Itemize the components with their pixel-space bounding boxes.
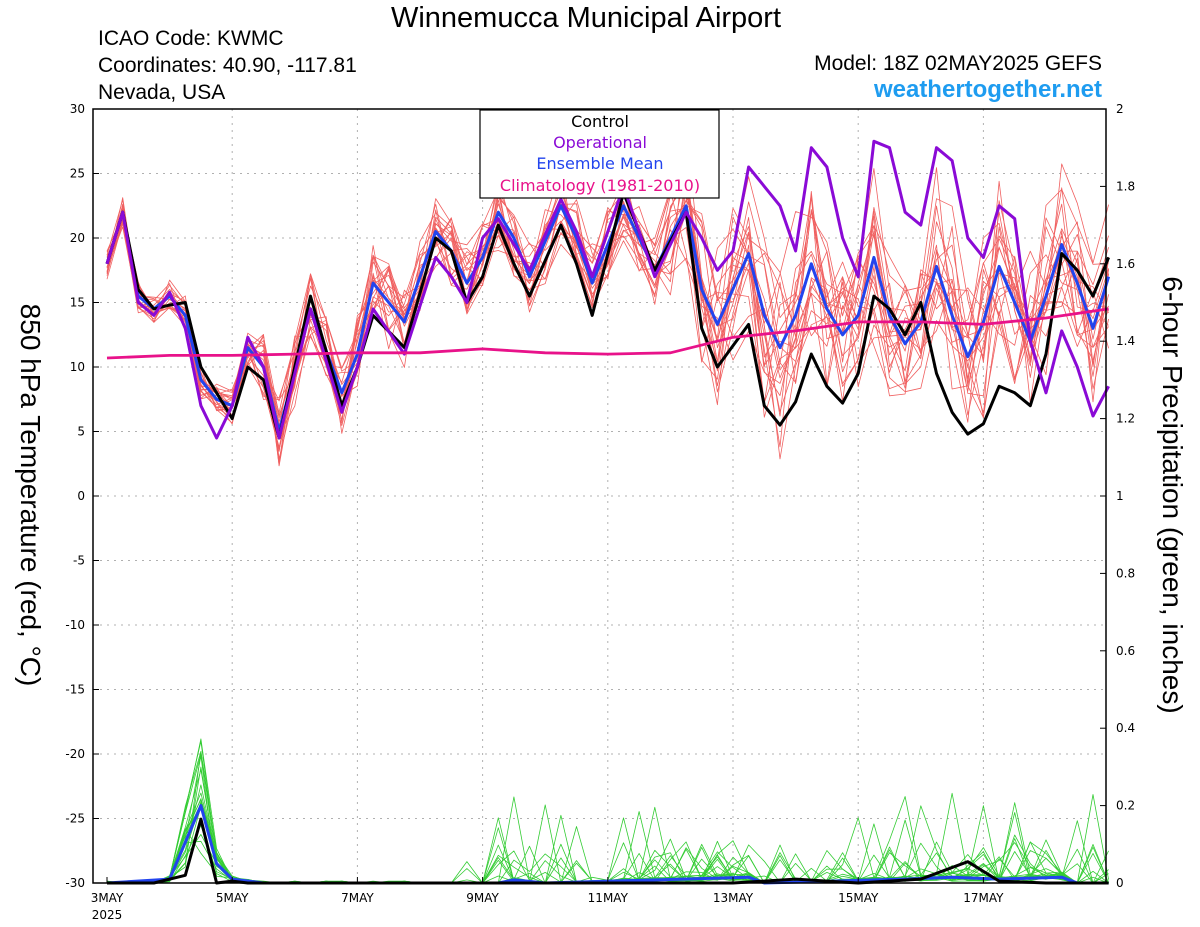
- x-tick-label: 17MAY: [963, 891, 1004, 905]
- y2-tick-label: 0.6: [1116, 644, 1135, 658]
- x-tick-label: 11MAY: [588, 891, 629, 905]
- y-tick-label: 10: [70, 360, 85, 374]
- x-tick-label: 15MAY: [838, 891, 879, 905]
- ensemble-mean-temperature-line: [105, 204, 1111, 433]
- y-tick-label: -25: [65, 812, 85, 826]
- x-tick-label: 7MAY: [341, 891, 374, 905]
- x-tick-label: 9MAY: [466, 891, 499, 905]
- precipitation-member-line: [107, 784, 1109, 884]
- icao-code: ICAO Code: KWMC: [98, 27, 284, 50]
- y-tick-label: 15: [70, 296, 85, 310]
- legend-control: Control: [571, 112, 629, 131]
- y-tick-label: -15: [65, 683, 85, 697]
- region: Nevada, USA: [98, 81, 226, 104]
- x-tick-label: 13MAY: [713, 891, 754, 905]
- legend: Control Operational Ensemble Mean Climat…: [479, 109, 720, 199]
- model-run: Model: 18Z 02MAY2025 GEFS: [814, 52, 1102, 75]
- y-tick-label: -5: [73, 554, 85, 568]
- y-tick-label: -30: [65, 876, 85, 890]
- axis-ticks: 302520151050-5-10-15-20-25-3021.81.61.41…: [65, 102, 1135, 922]
- y-tick-label: 20: [70, 231, 85, 245]
- x-tick-label: 5MAY: [216, 891, 249, 905]
- chart-title: Winnemucca Municipal Airport: [390, 2, 782, 34]
- grid-lines: [93, 109, 1106, 883]
- y2-tick-label: 1.6: [1116, 257, 1135, 271]
- x-tick-year: 2025: [92, 908, 123, 922]
- y-tick-label: -20: [65, 747, 85, 761]
- control-precipitation-line: [107, 817, 1109, 885]
- legend-box: [479, 109, 720, 199]
- y2-tick-label: 1.8: [1116, 179, 1135, 193]
- y-tick-label: 0: [77, 489, 85, 503]
- temperature-member-line: [106, 168, 1109, 422]
- y2-tick-label: 2: [1116, 102, 1124, 116]
- y2-tick-label: 0.2: [1116, 799, 1135, 813]
- y-axis-label-right: 6-hour Precipitation (green, inches): [1157, 276, 1188, 714]
- y2-tick-label: 1: [1116, 489, 1124, 503]
- temperature-member-line: [106, 166, 1109, 426]
- y-tick-label: 30: [70, 102, 85, 116]
- y-axis-label-left: 850 hPa Temperature (red, °C): [15, 303, 46, 687]
- precipitation-member-line: [107, 799, 1109, 884]
- climatology-temperature-line: [106, 307, 1109, 360]
- site-name: weathertogether.net: [873, 76, 1102, 103]
- highlighted-series: [105, 139, 1111, 885]
- y-tick-label: 5: [77, 425, 85, 439]
- coordinates: Coordinates: 40.90, -117.81: [98, 54, 357, 77]
- y2-tick-label: 0.8: [1116, 566, 1135, 580]
- temperature-member-line: [106, 186, 1109, 430]
- legend-ensemble-mean: Ensemble Mean: [536, 154, 663, 173]
- x-tick-label: 3MAY: [91, 891, 124, 905]
- y2-tick-label: 1.2: [1116, 412, 1135, 426]
- operational-temperature-line: [105, 139, 1110, 440]
- y2-tick-label: 1.4: [1116, 334, 1135, 348]
- legend-climatology: Climatology (1981-2010): [500, 176, 700, 195]
- y2-tick-label: 0: [1116, 876, 1124, 890]
- y-tick-label: -10: [65, 618, 85, 632]
- legend-operational: Operational: [553, 133, 647, 152]
- precipitation-member-line: [107, 798, 1109, 884]
- precipitation-member-line: [107, 740, 1109, 884]
- y2-tick-label: 0.4: [1116, 721, 1135, 735]
- y-tick-label: 25: [70, 167, 85, 181]
